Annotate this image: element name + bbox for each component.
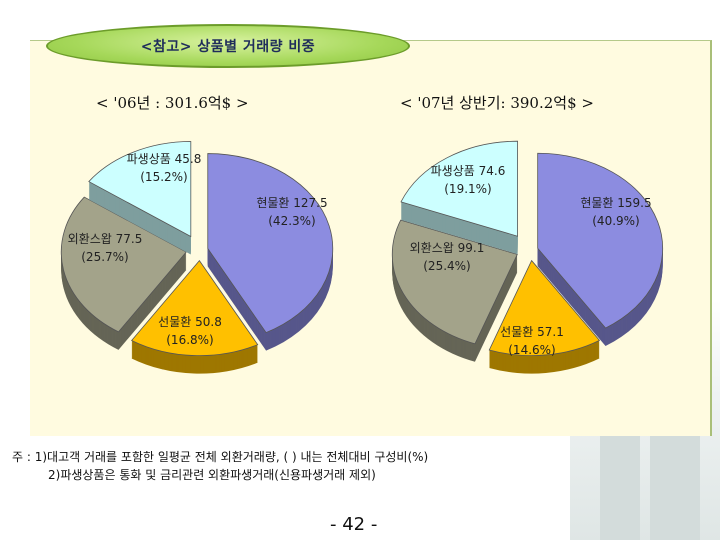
slice-value-label: 선물환 57.1	[500, 325, 564, 339]
pie-slice-1-0	[537, 152, 664, 347]
slice-value-label: 외환스왑 77.5	[68, 232, 143, 246]
chart-subtitle-2006: < '06년 : 301.6억$ >	[96, 94, 249, 112]
slice-percent-label: (25.4%)	[423, 259, 470, 273]
slice-percent-label: (19.1%)	[444, 182, 491, 196]
page-number: - 42 -	[330, 514, 378, 535]
pie-slice-0-1	[130, 259, 259, 374]
slice-percent-label: (42.3%)	[268, 214, 315, 228]
pie-slice-1-1	[488, 259, 601, 374]
footnote-1: 주 : 1)대고객 거래를 포함한 일평균 전체 외환거래량, ( ) 내는 전…	[12, 450, 429, 464]
slice-value-label: 현물환 159.5	[580, 196, 651, 210]
footnote-2: 2)파생상품은 통화 및 금리관련 외환파생거래(신용파생거래 제외)	[48, 468, 376, 482]
pie-slice-0-0	[207, 153, 334, 351]
pie-slice-0-3	[88, 141, 192, 255]
slice-value-label: 외환스왑 99.1	[410, 241, 485, 255]
slice-value-label: 파생상품 74.6	[431, 164, 506, 178]
slice-percent-label: (25.7%)	[81, 250, 128, 264]
slice-percent-label: (15.2%)	[140, 170, 187, 184]
slice-percent-label: (16.8%)	[166, 333, 213, 347]
slice-value-label: 선물환 50.8	[158, 315, 222, 329]
slice-percent-label: (14.6%)	[508, 343, 555, 357]
chart-subtitle-2007: < '07년 상반기: 390.2억$ >	[400, 94, 594, 112]
pie-slice-0-2	[60, 196, 187, 350]
slice-value-label: 파생상품 45.8	[127, 152, 202, 166]
slice-value-label: 현물환 127.5	[256, 196, 327, 210]
page-title: <참고> 상품별 거래량 비중	[46, 24, 410, 68]
slice-percent-label: (40.9%)	[592, 214, 639, 228]
pie-slice-1-3	[400, 140, 518, 255]
page-title-text: <참고> 상품별 거래량 비중	[140, 39, 316, 55]
pie-slice-1-2	[391, 219, 518, 362]
